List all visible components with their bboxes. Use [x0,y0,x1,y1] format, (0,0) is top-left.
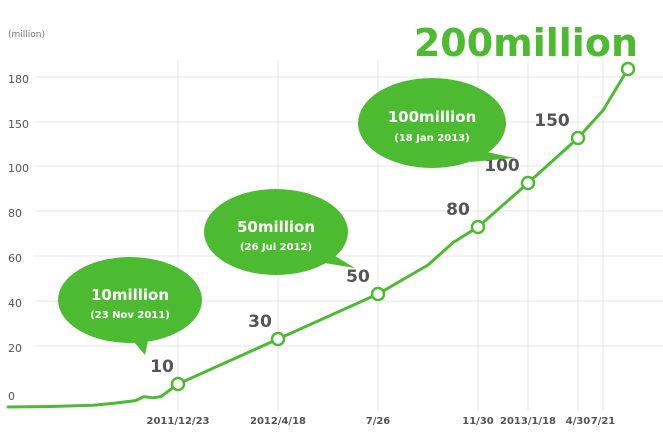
y-tick-label: 40 [8,297,22,310]
x-tick-label: 7/26 [366,416,391,427]
callout-date: (23 Nov 2011) [90,310,170,321]
y-tick-label: 180 [8,73,29,86]
data-markers [170,61,636,392]
data-label: 100 [484,156,520,176]
x-tick-label: 2011/12/23 [147,416,210,427]
callout-date: (26 Jul 2012) [240,242,312,253]
data-marker [520,175,536,191]
data-label: 50 [346,267,370,287]
y-tick-label: 20 [8,342,22,355]
data-marker [570,130,586,146]
data-marker [170,376,186,392]
data-labels: 10 30 50 80 100 150 [150,111,570,377]
data-label: 30 [248,312,272,332]
y-tick-label: 80 [8,207,22,220]
x-axis-ticks: 2011/12/23 2012/4/18 7/26 11/30 2013/1/18 4/3… [147,416,616,427]
y-tick-label: 0 [8,390,15,403]
x-tick-label: 4/30 [566,416,591,427]
data-label: 10 [150,357,174,377]
data-marker [370,286,386,302]
callout-title: 10million [91,286,169,304]
series-line [6,67,630,409]
data-marker [620,61,636,77]
y-tick-label: 60 [8,252,22,265]
callout-50million: 50million (26 Jul 2012) [204,189,355,275]
data-marker [270,331,286,347]
x-tick-label: 2012/4/18 [250,416,306,427]
x-tick-label: 7/21 [591,416,616,427]
x-tick-label: 11/30 [462,416,494,427]
y-tick-label: 100 [8,162,29,175]
data-label: 150 [534,111,570,131]
y-axis-unit: (million) [8,30,45,40]
x-tick-label: 2013/1/18 [500,416,556,427]
callout-title: 100million [388,108,477,126]
data-marker [470,219,486,235]
y-tick-label: 150 [8,118,29,131]
chart-headline: 200million [414,21,638,65]
callout-date: (18 Jan 2013) [394,133,469,144]
callout-100million: 100million (18 Jan 2013) [358,78,515,168]
callout-title: 50million [237,218,315,236]
y-axis-ticks: 0 20 40 60 80 100 150 180 [8,73,29,403]
callout-10million: 10million (23 Nov 2011) [58,257,202,355]
data-label: 80 [446,200,470,220]
